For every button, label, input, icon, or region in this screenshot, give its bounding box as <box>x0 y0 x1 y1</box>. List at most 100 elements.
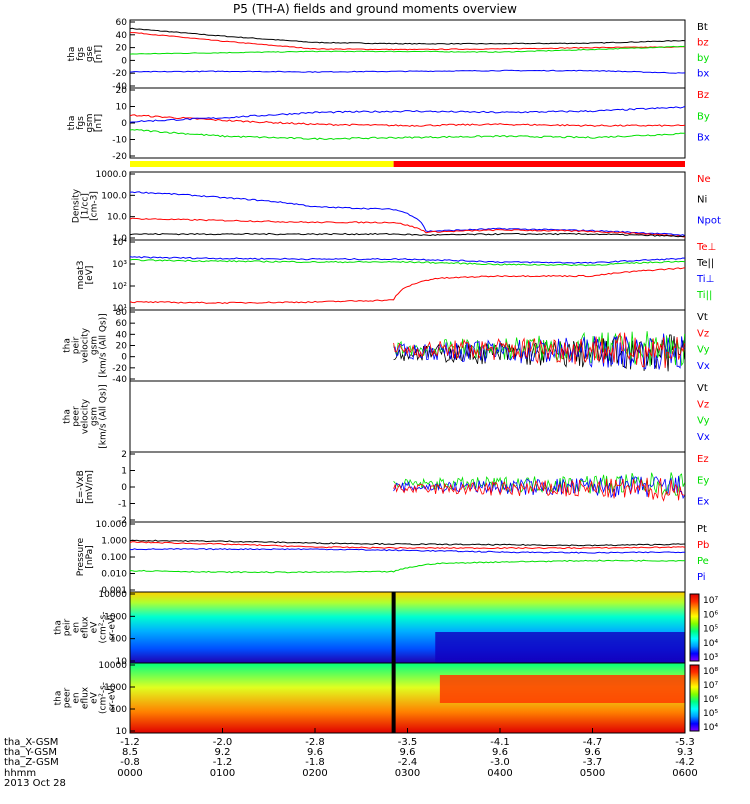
x-tick-label: 0300 <box>395 768 420 779</box>
legend-entry: Vx <box>697 361 710 372</box>
x-tick-label: -4.2 <box>675 757 695 768</box>
colorbar-tick-label: 10⁵ <box>703 625 718 635</box>
legend-entry: Vx <box>697 432 710 443</box>
x-tick-label: 0600 <box>672 768 697 779</box>
y-tick-label: 1 <box>121 467 127 477</box>
colorbar-tick-label: 10⁷ <box>703 681 718 691</box>
y-tick-label: 100.0 <box>101 191 127 201</box>
series-line-fgs-gse-bz <box>130 32 685 51</box>
y-tick-label: 20 <box>116 342 128 352</box>
y-axis-label: [cm-3] <box>90 191 100 221</box>
series-line-density-Ne <box>129 217 686 238</box>
y-tick-label: 100 <box>110 705 127 715</box>
colorbar <box>689 593 700 662</box>
chart-title: P5 (TH-A) fields and ground moments over… <box>233 2 517 16</box>
y-axis-label: [nT] <box>94 114 104 132</box>
x-tick-label: 9.3 <box>677 747 693 758</box>
legend-entry: Te⊥ <box>696 242 716 253</box>
x-axis-row-label: 2013 Oct 28 <box>4 778 66 789</box>
colorbar-tick-label: 10⁶ <box>703 610 718 620</box>
series-line-pressure-Pb <box>129 541 686 550</box>
y-axis-label: peir <box>72 336 82 354</box>
y-tick-label: -10 <box>112 136 127 146</box>
legend-entry: Pb <box>697 540 709 551</box>
x-tick-label: -4.1 <box>490 737 510 748</box>
y-axis-label: Density <box>72 188 82 223</box>
x-tick-label: 9.2 <box>215 747 231 758</box>
legend-entry: Pe <box>697 556 709 567</box>
x-tick-label: 0200 <box>302 768 327 779</box>
legend-entry: Ez <box>697 454 709 465</box>
colorbar-tick-label: 10⁸ <box>703 667 718 677</box>
y-tick-label: -40 <box>112 375 127 385</box>
x-tick-label: -5.3 <box>675 737 695 748</box>
legend-entry: Pt <box>697 524 707 535</box>
colorbar-tick-label: 10⁵ <box>703 709 718 719</box>
series-line-density-Npot <box>129 191 686 237</box>
y-tick-label: 10 <box>116 103 128 113</box>
x-tick-label: -2.0 <box>213 737 233 748</box>
x-tick-label: -2.4 <box>398 757 418 768</box>
x-tick-label: -1.2 <box>120 737 140 748</box>
y-axis-label: Pressure <box>76 537 86 576</box>
series-line-pressure-Pt <box>129 539 686 547</box>
colorbar-tick-label: 10⁶ <box>703 695 718 705</box>
x-axis-row-label: tha_X-GSM <box>4 737 58 748</box>
y-tick-label: -1 <box>118 500 127 510</box>
y-tick-label: 10.000 <box>96 520 128 530</box>
x-axis-row-label: tha_Z-GSM <box>4 757 59 768</box>
y-axis-label: [km/s (All Qs)] <box>99 384 109 448</box>
y-axis-label: tha <box>54 691 64 706</box>
panel-frame <box>129 380 686 453</box>
y-axis-label: gsm <box>90 407 100 426</box>
x-tick-label: -1.2 <box>213 757 233 768</box>
series-line-fgs-gsm-Bx <box>129 105 686 123</box>
y-tick-label: 1000 <box>104 683 127 693</box>
x-tick-label: 0400 <box>487 768 512 779</box>
x-tick-label: -1.8 <box>305 757 325 768</box>
y-axis-label: peer <box>72 406 82 427</box>
y-tick-label: 20 <box>116 44 128 54</box>
x-tick-label: -0.8 <box>120 757 140 768</box>
x-tick-label: 9.6 <box>307 747 323 758</box>
y-tick-label: 0 <box>121 56 127 66</box>
panel-frame <box>129 87 686 159</box>
y-axis-label: [nPa] <box>85 545 95 568</box>
legend-entry: Bx <box>697 133 710 144</box>
y-tick-label: -20 <box>112 364 127 374</box>
spectrogram-gap <box>391 663 396 733</box>
panel-frame <box>129 239 686 311</box>
x-tick-label: -3.0 <box>490 757 510 768</box>
x-tick-label: 0500 <box>580 768 605 779</box>
y-tick-label: 40 <box>116 330 128 340</box>
series-line-fgs-gse-by <box>129 45 686 55</box>
x-axis-row-label: tha_Y-GSM <box>4 747 57 758</box>
legend-entry: Ni <box>697 195 707 206</box>
y-tick-label: 80 <box>116 308 128 318</box>
x-tick-label: 0100 <box>210 768 235 779</box>
y-tick-label: 0.001 <box>101 586 127 596</box>
y-axis-label: [eV] <box>85 266 95 285</box>
legend-entry: Bt <box>697 22 708 33</box>
y-axis-label: gsm <box>85 113 95 132</box>
legend-entry: Vz <box>697 328 709 339</box>
panel-frame <box>129 19 686 89</box>
panel-density <box>129 171 686 241</box>
panel-peir-vel <box>129 309 686 382</box>
y-tick-label: 20 <box>116 86 128 96</box>
panel-frame <box>129 171 686 241</box>
x-tick-label: 9.6 <box>400 747 416 758</box>
series-line-fgs-gse-Bt <box>129 27 686 45</box>
y-tick-label: -2 <box>118 516 127 526</box>
x-tick-label: -2.8 <box>305 737 325 748</box>
x-tick-label: 9.6 <box>585 747 601 758</box>
y-tick-label: 10 <box>116 657 128 667</box>
y-tick-label: 60 <box>116 18 128 28</box>
legend-entry: By <box>697 111 710 122</box>
colorbar <box>689 664 700 732</box>
y-tick-label: 10.0 <box>107 213 127 223</box>
y-tick-label: 10 <box>116 727 128 737</box>
panel-pressure <box>129 521 686 593</box>
